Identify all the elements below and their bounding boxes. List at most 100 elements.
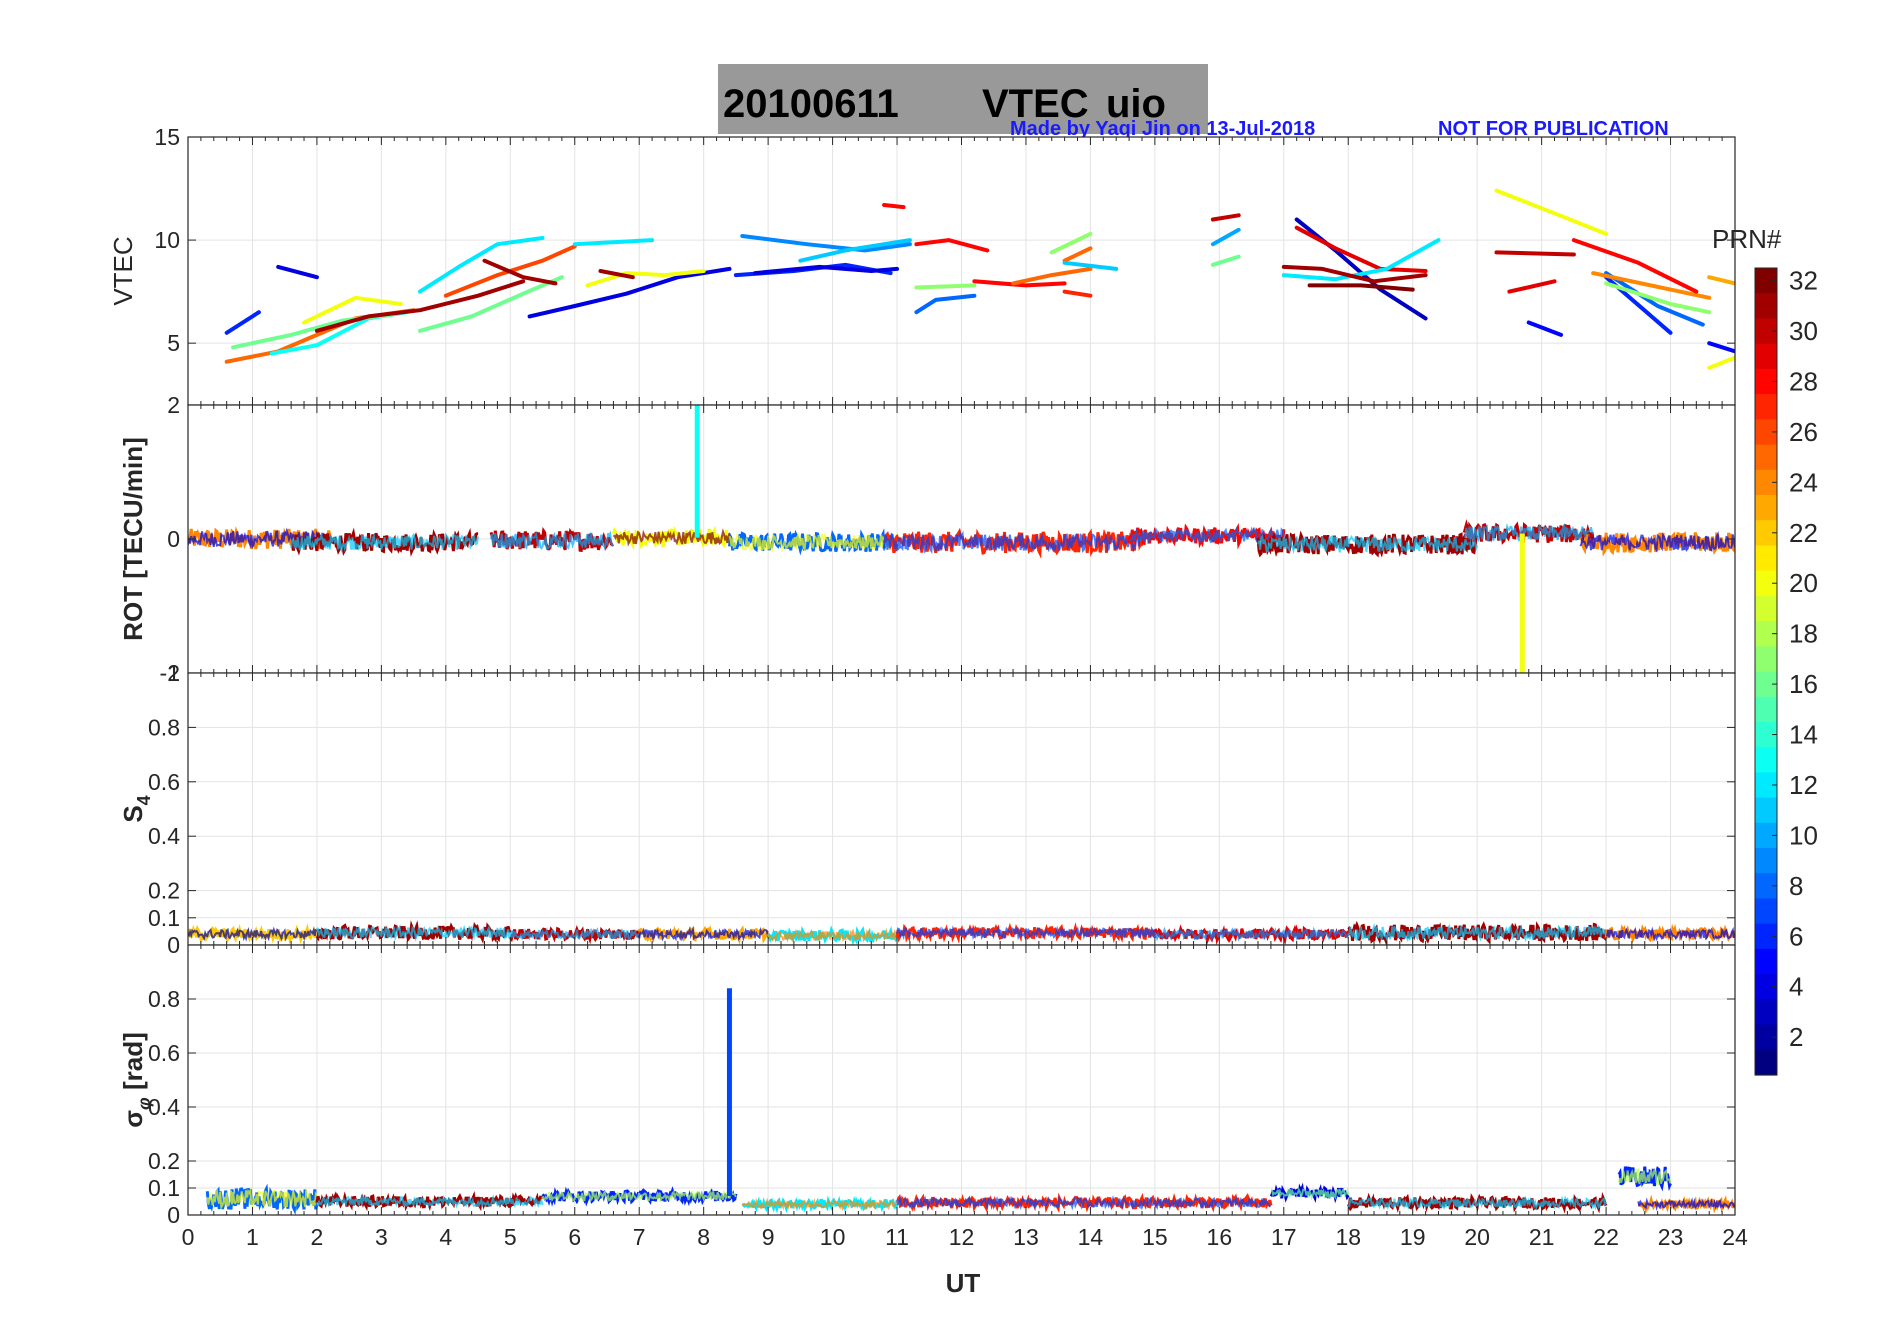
- band-trace: [316, 924, 512, 942]
- y-tick-label: 0.2: [148, 1148, 180, 1174]
- x-tick-label: 16: [1207, 1224, 1233, 1250]
- colorbar-segment: [1755, 570, 1777, 597]
- title-quantity: VTEC: [982, 82, 1089, 126]
- series-line-prn32: [1307, 283, 1415, 292]
- x-tick-label: 7: [633, 1224, 646, 1250]
- colorbar-tick-label: 28: [1789, 366, 1818, 396]
- colorbar-segment: [1755, 948, 1777, 975]
- y-tick-label: 0.1: [148, 905, 180, 931]
- title-box: [718, 64, 1208, 134]
- series-line-prn20: [1494, 188, 1609, 236]
- colorbar-segment: [1755, 343, 1777, 370]
- band-trace: [612, 528, 731, 547]
- band-trace: [896, 1194, 1272, 1211]
- x-tick-label: 21: [1529, 1224, 1555, 1250]
- band-trace: [896, 925, 1156, 941]
- data-layer: [188, 405, 1735, 673]
- colorbar-tick-label: 12: [1789, 770, 1818, 800]
- colorbar-tick-label: 24: [1789, 467, 1818, 497]
- band-trace: [883, 530, 1143, 555]
- x-tick-label: 2: [311, 1224, 324, 1250]
- panel-sigphi: 00.10.20.40.60.8σφ [rad]0 1 2 3 4 5 6 7 8 9 10 11 12…: [118, 944, 1748, 1250]
- series-line-prn4: [753, 264, 899, 276]
- band-trace: [1618, 1166, 1672, 1186]
- y-tick-label: 1: [167, 660, 180, 686]
- colorbar-segment: [1755, 368, 1777, 395]
- series-line-prn27: [1062, 289, 1093, 298]
- series-line-prn17: [1604, 281, 1712, 315]
- y-tick-label: 0: [167, 1202, 180, 1228]
- series-line-prn4: [527, 266, 732, 319]
- band-trace: [290, 532, 480, 554]
- series-line-prn11: [798, 238, 912, 263]
- colorbar-tick-label: 32: [1789, 266, 1818, 296]
- series-line-prn31: [482, 258, 558, 286]
- colorbar-segment: [1755, 419, 1777, 446]
- x-tick-label: 18: [1335, 1224, 1361, 1250]
- series-line-prn8: [914, 293, 977, 315]
- notice-text: NOT FOR PUBLICATION: [1438, 118, 1669, 140]
- colorbar-segment: [1755, 898, 1777, 925]
- data-layer: [188, 920, 1735, 945]
- x-tick-label: 12: [949, 1224, 975, 1250]
- colorbar-segment: [1755, 696, 1777, 723]
- band-trace: [741, 1197, 898, 1212]
- band-prn31: [315, 920, 512, 944]
- x-tick-label: 4: [439, 1224, 452, 1250]
- series-line-prn12: [418, 236, 545, 294]
- band-trace: [1348, 923, 1608, 943]
- band-trace: [1257, 533, 1479, 555]
- colorbar-tick-label: 10: [1789, 820, 1818, 850]
- x-tick-label: 9: [762, 1224, 775, 1250]
- series-line-prn23: [1707, 275, 1735, 286]
- x-tick-label: 19: [1400, 1224, 1426, 1250]
- band-trace: [206, 1186, 318, 1211]
- series-line-prn31: [1281, 264, 1428, 284]
- colorbar-segment: [1755, 822, 1777, 849]
- x-tick-label: 0: [182, 1224, 195, 1250]
- y-tick-label: 0.1: [148, 1175, 180, 1201]
- credit-text: Made by Yaqi Jin on 13-Jul-2018: [1010, 118, 1315, 140]
- panel-vtec: 5 10 15 VTEC: [108, 124, 1736, 406]
- series-line-prn16: [1210, 254, 1241, 267]
- colorbar-segment: [1755, 545, 1777, 572]
- x-tick-label: 17: [1271, 1224, 1297, 1250]
- colorbar-label: PRN#: [1712, 224, 1782, 254]
- x-tick-label: 13: [1013, 1224, 1039, 1250]
- colorbar-tick-label: 4: [1789, 972, 1803, 1002]
- series-line-prn28: [972, 279, 1067, 288]
- series-line-prn28: [882, 203, 906, 210]
- series-line-prn30: [1210, 213, 1241, 222]
- colorbar-tick-label: 30: [1789, 316, 1818, 346]
- series-line-prn20: [585, 269, 706, 288]
- colorbar-tick-label: 14: [1789, 720, 1818, 750]
- colorbar-segment: [1755, 444, 1777, 471]
- series-line-prn20: [1707, 355, 1735, 370]
- series-line-prn31: [598, 269, 635, 280]
- colorbar-segment: [1755, 394, 1777, 420]
- band-trace: [1270, 1187, 1350, 1201]
- x-tick-label: 8: [697, 1224, 710, 1250]
- series-line-prn25: [1011, 266, 1093, 286]
- band-trace: [1637, 1197, 1735, 1212]
- colorbar-segment: [1755, 797, 1777, 824]
- series-line-prn3: [1294, 217, 1428, 321]
- colorbar-segment: [1755, 974, 1777, 1000]
- band-trace: [1579, 530, 1735, 553]
- band-prn31: [290, 527, 479, 557]
- colorbar-tick-label: 2: [1789, 1022, 1803, 1052]
- series-line-prn29: [1507, 279, 1557, 294]
- band-prn31: [315, 1191, 543, 1212]
- colorbar-segment: [1755, 747, 1777, 773]
- y-tick-label: 0.4: [148, 1094, 180, 1120]
- band-trace: [490, 530, 615, 552]
- x-tick-label: 10: [820, 1224, 846, 1250]
- series-line-prn31: [314, 279, 526, 333]
- y-tick-label: 0.6: [148, 769, 180, 795]
- series-line-prn26: [443, 244, 577, 298]
- colorbar-tick-label: 26: [1789, 417, 1818, 447]
- colorbar-segment: [1755, 595, 1777, 622]
- y-tick-label: 0.8: [148, 986, 180, 1012]
